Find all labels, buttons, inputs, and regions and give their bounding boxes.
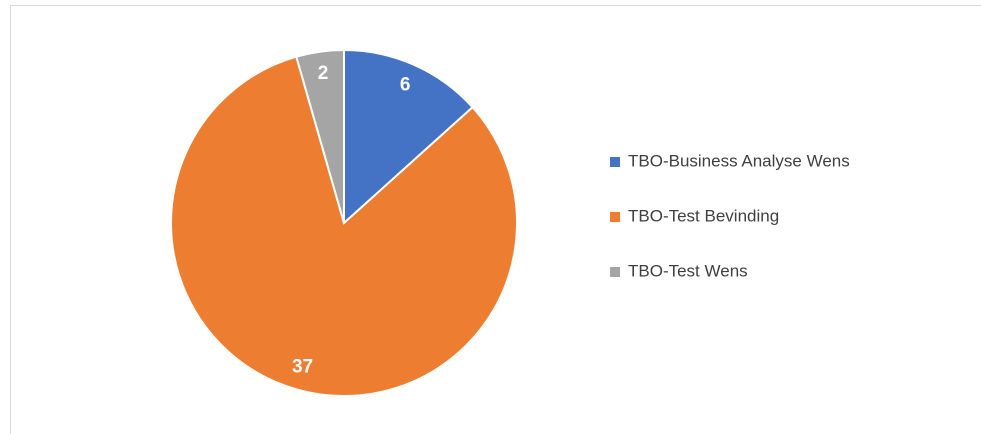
legend-label: TBO-Test Wens — [628, 261, 748, 280]
legend-swatch — [610, 157, 620, 167]
data-label: 2 — [318, 63, 329, 84]
legend-swatch — [610, 267, 620, 277]
pie-slice — [343, 48, 474, 226]
pie-slice — [295, 48, 345, 224]
legend-swatch — [610, 212, 620, 222]
legend-label: TBO-Business Analyse Wens — [628, 151, 850, 170]
legend-label: TBO-Test Bevinding — [628, 206, 779, 225]
data-label: 37 — [292, 357, 313, 378]
data-label: 6 — [400, 75, 411, 96]
pie-slice — [170, 55, 518, 397]
